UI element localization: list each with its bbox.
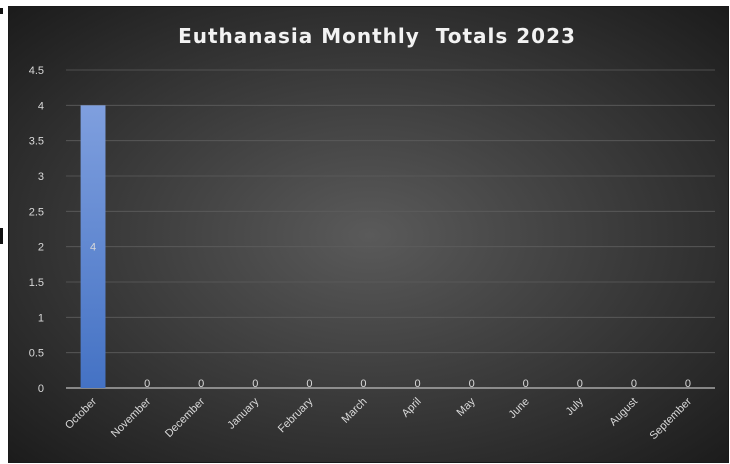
y-tick-label: 4.5 <box>29 65 44 77</box>
y-tick-label: 1.5 <box>29 277 44 289</box>
chart-area: Euthanasia Monthly Totals 2023 0 0.5 1 1.5 2… <box>8 6 729 463</box>
bar <box>80 105 106 388</box>
left-edge-mark <box>0 228 3 244</box>
data-label: 0 <box>198 378 204 390</box>
y-axis-ticks: 0 0.5 1 1.5 2 2.5 3 3.5 4 4.5 <box>29 65 44 395</box>
data-label: 0 <box>685 378 691 390</box>
data-label: 0 <box>631 378 637 390</box>
y-tick-label: 0.5 <box>29 348 44 360</box>
data-label: 0 <box>306 378 312 390</box>
data-label: 0 <box>252 378 258 390</box>
data-label: 0 <box>144 378 150 390</box>
gridlines <box>66 69 715 389</box>
y-tick-label: 1 <box>38 312 44 324</box>
chart-background <box>9 7 728 462</box>
chart-title: Euthanasia Monthly Totals 2023 <box>178 24 576 48</box>
data-label: 0 <box>360 378 366 390</box>
data-label: 0 <box>469 378 475 390</box>
data-label: 4 <box>90 242 96 254</box>
y-tick-label: 0 <box>38 383 44 395</box>
data-label: 0 <box>577 378 583 390</box>
data-labels: 4 0 0 0 0 0 0 0 0 0 0 0 <box>90 242 691 390</box>
y-tick-label: 3 <box>38 171 44 183</box>
y-tick-label: 3.5 <box>29 136 44 148</box>
y-tick-label: 4 <box>38 100 44 112</box>
data-label: 0 <box>414 378 420 390</box>
data-label: 0 <box>523 378 529 390</box>
y-tick-label: 2.5 <box>29 206 44 218</box>
bars <box>80 105 106 388</box>
left-edge-mark <box>0 8 3 14</box>
bar-chart: Euthanasia Monthly Totals 2023 0 0.5 1 1.5 2… <box>9 7 728 462</box>
y-tick-label: 2 <box>38 242 44 254</box>
